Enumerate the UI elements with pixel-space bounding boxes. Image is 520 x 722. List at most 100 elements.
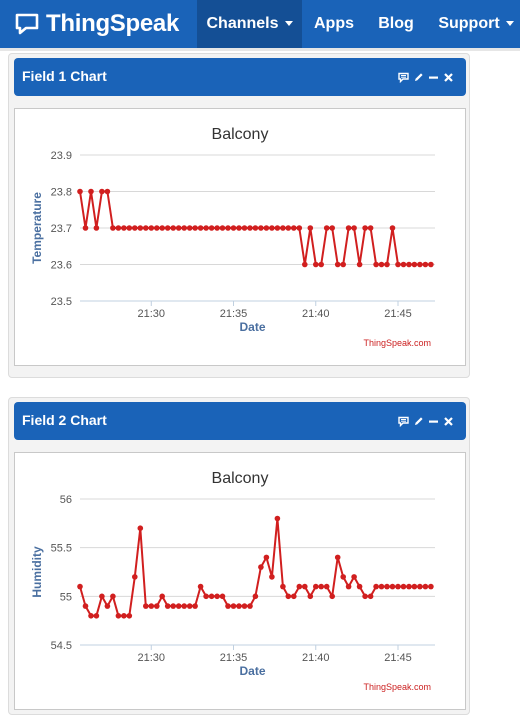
y-tick-label: 23.9 bbox=[51, 150, 72, 162]
x-axis-label: Date bbox=[239, 320, 265, 334]
x-tick-label: 21:40 bbox=[302, 652, 330, 664]
data-point bbox=[411, 583, 418, 590]
data-point bbox=[186, 603, 193, 609]
data-point bbox=[252, 225, 259, 231]
chart-title: Balcony bbox=[212, 470, 269, 487]
data-point bbox=[186, 225, 193, 231]
data-point bbox=[302, 261, 308, 268]
pencil-icon[interactable] bbox=[413, 72, 424, 83]
data-point bbox=[291, 593, 297, 600]
humidity-chart: Balcony 54.5 55 55.5 56 21:30 21:35 21:40 21:45 D… bbox=[30, 470, 435, 692]
data-point bbox=[77, 188, 83, 195]
data-point bbox=[137, 525, 144, 531]
data-point bbox=[225, 225, 231, 231]
nav-channels[interactable]: Channels bbox=[197, 0, 302, 48]
chart-container: Balcony 23.5 23.6 23.7 23.8 23.9 21:30 21:35 21:… bbox=[14, 108, 466, 366]
data-point bbox=[159, 225, 165, 231]
panel-header: Field 1 Chart bbox=[14, 58, 466, 96]
data-point bbox=[143, 603, 149, 609]
minimize-icon[interactable] bbox=[428, 416, 439, 427]
panel-title: Field 2 Chart bbox=[22, 412, 107, 428]
data-point bbox=[225, 603, 231, 609]
x-tick-label: 21:45 bbox=[384, 308, 412, 320]
y-tick-label: 23.7 bbox=[51, 223, 72, 235]
data-point bbox=[170, 225, 176, 231]
comment-icon[interactable] bbox=[398, 416, 409, 427]
data-point bbox=[148, 225, 155, 231]
data-point bbox=[143, 225, 149, 231]
comment-icon[interactable] bbox=[398, 72, 409, 83]
data-point bbox=[356, 261, 363, 268]
nav-support[interactable]: Support bbox=[432, 0, 520, 48]
y-tick-label: 55.5 bbox=[51, 543, 72, 555]
data-point bbox=[208, 593, 215, 600]
nav-blog[interactable]: Blog bbox=[366, 0, 426, 48]
data-point bbox=[82, 603, 89, 609]
x-tick-label: 21:40 bbox=[302, 308, 330, 320]
top-navbar: ThingSpeak Channels Apps Blog Support bbox=[0, 0, 520, 48]
data-point bbox=[197, 583, 204, 590]
nav-apps-label: Apps bbox=[314, 15, 354, 32]
data-point bbox=[378, 583, 385, 590]
close-icon[interactable] bbox=[443, 416, 454, 427]
data-point bbox=[258, 225, 264, 231]
pencil-icon[interactable] bbox=[413, 416, 424, 427]
data-point bbox=[148, 603, 155, 609]
data-point bbox=[280, 583, 286, 590]
x-tick-label: 21:45 bbox=[384, 652, 412, 664]
data-point bbox=[203, 593, 209, 600]
data-point bbox=[362, 225, 368, 231]
data-point bbox=[121, 613, 127, 619]
minimize-icon[interactable] bbox=[428, 72, 439, 83]
data-point bbox=[137, 225, 144, 231]
data-point bbox=[197, 225, 204, 231]
x-tick-label: 21:35 bbox=[220, 308, 248, 320]
panel-tools bbox=[398, 415, 454, 427]
data-point bbox=[334, 554, 341, 561]
data-point bbox=[411, 261, 418, 268]
speech-bubble-icon bbox=[15, 13, 39, 35]
data-point bbox=[269, 225, 275, 231]
data-point bbox=[345, 583, 352, 590]
data-point bbox=[274, 225, 281, 231]
data-point bbox=[115, 225, 122, 231]
data-point bbox=[384, 583, 390, 590]
data-point bbox=[285, 225, 292, 231]
data-point bbox=[373, 261, 379, 268]
navbar-divider bbox=[0, 48, 520, 51]
y-tick-label: 23.6 bbox=[51, 260, 72, 272]
data-point bbox=[132, 225, 138, 231]
data-point bbox=[406, 583, 412, 590]
data-point bbox=[110, 225, 116, 231]
data-point bbox=[428, 261, 434, 268]
data-point bbox=[77, 583, 83, 590]
brand-link[interactable]: ThingSpeak bbox=[14, 0, 179, 48]
data-point bbox=[126, 225, 133, 231]
data-point bbox=[208, 225, 215, 231]
data-point bbox=[203, 225, 209, 231]
chart-title: Balcony bbox=[212, 126, 269, 143]
data-point bbox=[400, 261, 407, 268]
caret-down-icon bbox=[284, 21, 293, 27]
data-point bbox=[230, 225, 237, 231]
temperature-chart: Balcony 23.5 23.6 23.7 23.8 23.9 21:30 21:35 21:… bbox=[30, 126, 435, 348]
data-point bbox=[164, 225, 171, 231]
data-point bbox=[219, 593, 226, 600]
x-tick-label: 21:30 bbox=[138, 652, 166, 664]
data-point bbox=[115, 613, 122, 619]
nav-apps[interactable]: Apps bbox=[304, 0, 364, 48]
data-point bbox=[373, 583, 379, 590]
data-point bbox=[313, 261, 319, 268]
data-point bbox=[367, 593, 374, 600]
data-point bbox=[406, 261, 412, 268]
data-point bbox=[236, 603, 242, 609]
y-axis-label: Temperature bbox=[30, 192, 44, 264]
close-icon[interactable] bbox=[443, 72, 454, 83]
data-point bbox=[291, 225, 297, 231]
data-point bbox=[99, 188, 105, 195]
data-point bbox=[428, 583, 434, 590]
data-point bbox=[296, 583, 303, 590]
data-point bbox=[334, 261, 341, 268]
data-point bbox=[247, 603, 253, 609]
data-point bbox=[164, 603, 171, 609]
